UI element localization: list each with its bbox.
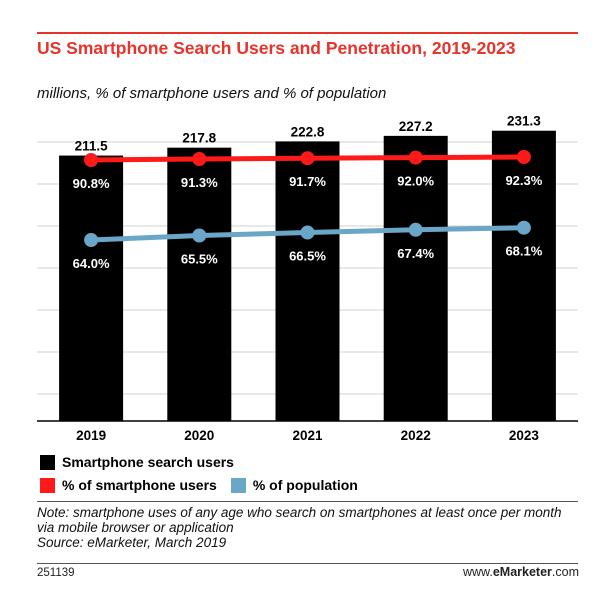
bar-label-2019: 211.5: [75, 139, 109, 154]
legend-swatch-blue: [230, 477, 246, 493]
bar-label-2022: 227.2: [399, 119, 433, 134]
chart-title: US Smartphone Search Users and Penetrati…: [37, 38, 516, 58]
legend-item-red-line: % of smartphone users: [40, 477, 217, 493]
legend-label-red: % of smartphone users: [62, 477, 217, 493]
label-population-2019: 64.0%: [73, 256, 110, 271]
note-divider: [37, 501, 578, 502]
point-population-2022: [408, 222, 423, 237]
label-smartphone-users-2022: 92.0%: [397, 174, 434, 189]
brand-prefix: www.: [462, 565, 493, 579]
note-text: Note: smartphone uses of any age who sea…: [37, 505, 562, 535]
label-population-2022: 67.4%: [397, 246, 434, 261]
legend-row-2: % of smartphone users % of population: [40, 477, 372, 493]
bar-2022: [383, 135, 448, 421]
brand-link[interactable]: www.eMarketer.com: [463, 565, 579, 579]
x-tick-2021: 2021: [292, 428, 323, 443]
label-smartphone-users-2023: 92.3%: [505, 173, 542, 188]
combo-chart: 211.5 217.8 222.8 227.2 231.3 2019 2020 2021 202…: [37, 114, 578, 443]
brand-bold: eMarketer: [492, 565, 552, 579]
legend-swatch-bar: [40, 454, 55, 470]
legend-label-blue: % of population: [252, 477, 358, 493]
bar-2023: [491, 130, 556, 421]
bar-2020: [167, 147, 232, 421]
label-population-2021: 66.5%: [289, 249, 326, 264]
legend-item-bar: Smartphone search users: [40, 454, 234, 470]
point-smartphone-users-2020: [192, 152, 207, 166]
point-population-2023: [516, 220, 531, 235]
bar-label-2020: 217.8: [182, 131, 216, 146]
label-population-2020: 65.5%: [181, 252, 218, 267]
point-smartphone-users-2021: [300, 151, 315, 166]
bar-label-2023: 231.3: [507, 114, 541, 129]
footer-divider: [37, 563, 578, 564]
point-population-2021: [300, 225, 315, 240]
point-smartphone-users-2019: [84, 153, 99, 167]
label-smartphone-users-2019: 90.8%: [73, 176, 110, 191]
label-smartphone-users-2021: 91.7%: [289, 174, 326, 189]
title-rule: [37, 32, 578, 34]
brand-suffix: .com: [551, 565, 579, 579]
legend-label-bar: Smartphone search users: [62, 454, 234, 470]
point-smartphone-users-2022: [408, 150, 423, 165]
x-tick-2019: 2019: [76, 428, 106, 443]
legend-swatch-red: [40, 477, 55, 493]
legend-row-1: Smartphone search users: [40, 454, 248, 470]
label-population-2023: 68.1%: [505, 244, 542, 259]
chart-id: 251139: [37, 567, 75, 579]
point-population-2019: [84, 233, 99, 247]
bar-label-2021: 222.8: [291, 124, 325, 139]
label-smartphone-users-2020: 91.3%: [181, 175, 218, 190]
bar-2021: [275, 141, 340, 422]
x-tick-2023: 2023: [509, 428, 540, 443]
point-population-2020: [192, 228, 207, 243]
point-smartphone-users-2023: [516, 150, 531, 164]
x-tick-2022: 2022: [401, 428, 431, 443]
chart-subtitle: millions, % of smartphone users and % of…: [37, 85, 387, 102]
chart-note: Note: smartphone uses of any age who sea…: [37, 505, 582, 550]
x-tick-2020: 2020: [184, 428, 214, 443]
source-text: Source: eMarketer, March 2019: [37, 535, 227, 550]
legend-item-blue-line: % of population: [230, 477, 358, 493]
bar-2019: [59, 155, 124, 421]
